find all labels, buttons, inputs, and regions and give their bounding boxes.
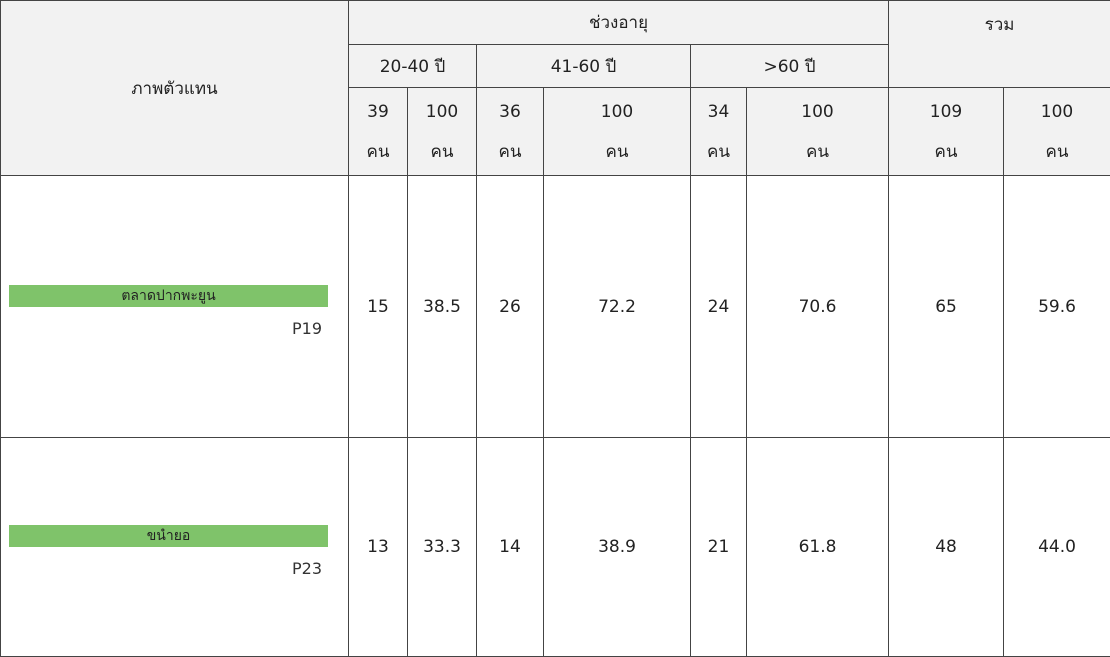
count-text: คน [806,141,829,162]
count-text: คน [605,141,629,162]
data-cell: 33.3 [407,437,477,657]
image-cell: P19 ตลาดปากพะยูน [0,175,349,438]
data-cell: 48 [888,437,1005,657]
count-cell: 36 คน [476,87,544,176]
image-code: P19 [291,318,322,338]
count-text: คน [934,141,958,162]
data-cell: 70.6 [745,175,890,438]
count-cell: 100 คน [1003,87,1110,176]
count-text: 36 [499,101,521,122]
count-text: คน [430,141,454,162]
data-cell: 26 [476,175,544,438]
count-text: คน [366,141,390,162]
image-code: P23 [291,559,322,578]
data-cell: 21 [690,437,747,657]
data-cell: 38.5 [407,175,477,438]
header-cell: ช่วงอายุ [347,0,890,45]
data-cell: 72.2 [543,175,691,438]
data-cell: 59.6 [1003,175,1110,438]
data-cell: 15 [348,175,408,438]
count-text: 100 [1040,101,1074,122]
image-caption: ตลาดปากพะยูน [9,284,328,307]
data-cell: 24 [690,175,747,438]
count-text: 39 [367,101,389,122]
header-cell: 20-40 ปี [348,44,477,88]
count-text: 109 [929,101,963,122]
image-caption: ขนำยอ [9,525,328,547]
count-cell: 100 คน [745,87,890,176]
header-cell: >60 ปี [689,44,890,88]
data-cell: 38.9 [543,437,691,657]
header-cell: ภาพตัวแทน [0,0,349,176]
count-cell: 100 คน [407,87,477,176]
data-cell: 14 [476,437,544,657]
data-cell: 61.8 [745,437,890,657]
count-cell: 39 คน [348,87,408,176]
data-cell: 65 [888,175,1005,438]
image-cell: P23 ขนำยอ [0,437,349,657]
count-text: 100 [425,101,459,122]
data-cell: 44.0 [1003,437,1110,657]
count-text: คน [707,141,730,162]
count-text: 34 [707,101,730,122]
count-text: 100 [801,101,834,122]
header-cell: 41-60 ปี [476,44,691,88]
header-cell: รวม [888,0,1110,88]
count-cell: 34 คน [690,87,747,176]
count-text: 100 [600,101,634,122]
count-text: คน [498,141,522,162]
count-cell: 100 คน [543,87,691,176]
data-cell: 13 [348,437,408,657]
count-cell: 109 คน [888,87,1005,176]
count-text: คน [1045,141,1069,162]
